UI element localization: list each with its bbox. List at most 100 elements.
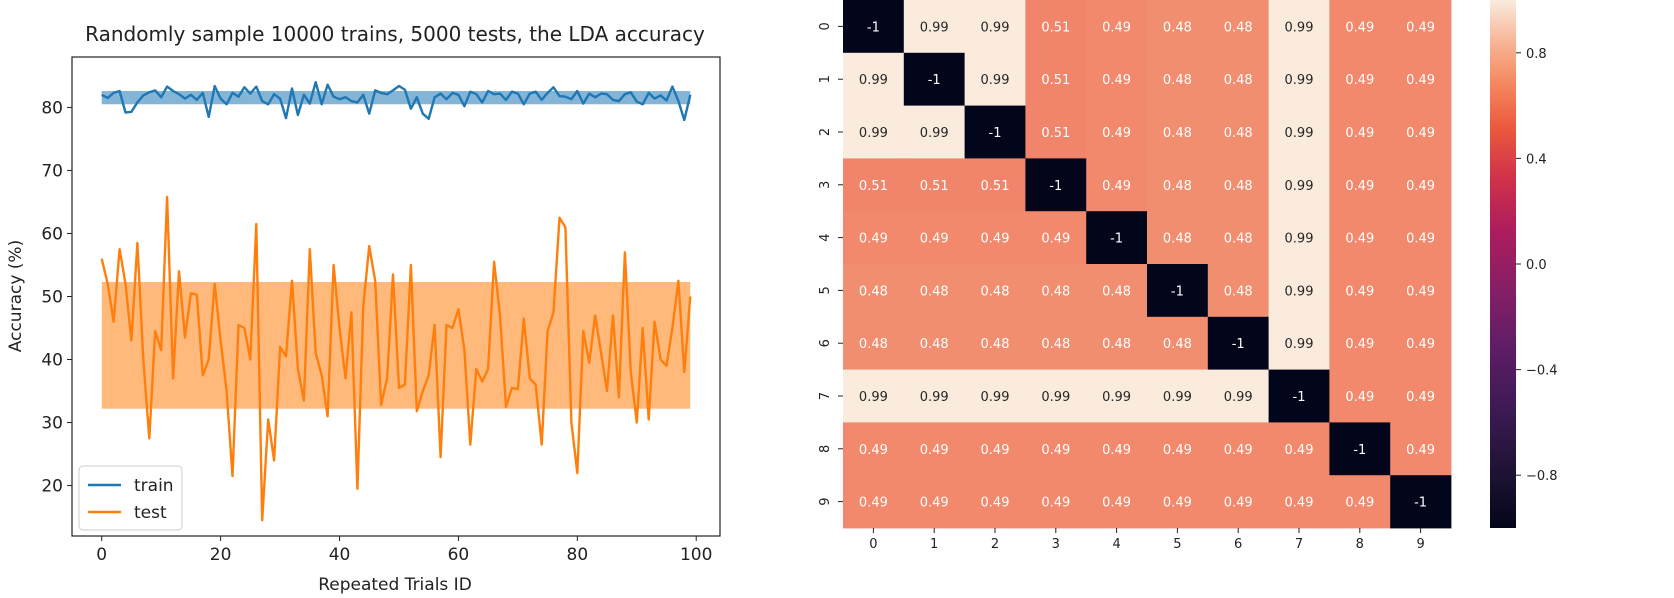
heatmap-cell — [1207, 158, 1269, 212]
heatmap-value-label: 0.49 — [1345, 337, 1374, 352]
heatmap-value-label: 0.49 — [920, 496, 949, 511]
heatmap-cell — [1025, 422, 1087, 476]
heatmap-cell — [1147, 211, 1209, 265]
colorbar-bar — [1490, 0, 1516, 528]
heatmap-cell — [1086, 316, 1148, 370]
legend-box — [78, 465, 183, 531]
heatmap-cell — [1086, 211, 1148, 265]
y-axis-label: Accuracy (%) — [6, 240, 26, 352]
heatmap-value-label: 0.49 — [1406, 73, 1435, 88]
heatmap-cell — [903, 475, 965, 529]
heatmap-cell — [1329, 369, 1391, 423]
heatmap-cell — [1268, 422, 1330, 476]
heatmap-cell — [1147, 475, 1209, 529]
heatmap-value-label: 0.48 — [1163, 20, 1192, 35]
x-axis-label: Repeated Trials ID — [318, 575, 472, 595]
heatmap-cell — [1207, 422, 1269, 476]
heatmap-y-tick-label: 6 — [818, 339, 833, 347]
heatmap-cell — [1086, 0, 1148, 54]
heatmap-value-label: 0.49 — [1345, 390, 1374, 405]
heatmap-value-label: 0.49 — [1345, 232, 1374, 247]
heatmap-value-label: 0.51 — [981, 179, 1010, 194]
x-axis: 0 20 40 60 80 100 — [96, 536, 712, 565]
x-tick-label: 100 — [680, 545, 712, 565]
heatmap-cell — [1147, 0, 1209, 54]
heatmap-value-label: 0.49 — [1102, 20, 1131, 35]
heatmap-value-label: 0.51 — [920, 179, 949, 194]
heatmap-value-label: 0.48 — [859, 284, 888, 299]
heatmap-value-label: 0.49 — [1406, 126, 1435, 141]
colorbar-tick-label: −0.8 — [1526, 469, 1558, 484]
y-tick-label: 70 — [41, 161, 63, 181]
heatmap-value-label: 0.99 — [1285, 232, 1314, 247]
heatmap-value-label: -1 — [1293, 390, 1306, 405]
heatmap-y-tick-label: 5 — [818, 286, 833, 294]
heatmap-value-label: 0.49 — [1406, 20, 1435, 35]
heatmap-y-tick-label: 2 — [818, 128, 833, 136]
band-train — [101, 91, 691, 105]
heatmap-cell — [1086, 422, 1148, 476]
heatmap-cell — [903, 264, 965, 318]
heatmap-value-label: 0.51 — [1041, 73, 1070, 88]
heatmap-cell — [1207, 0, 1269, 54]
y-tick-label: 80 — [41, 98, 63, 118]
y-tick-label: 20 — [41, 477, 63, 497]
heatmap-cell — [1025, 369, 1087, 423]
heatmap-value-label: 0.48 — [1163, 337, 1192, 352]
heatmap-value-label: 0.49 — [920, 232, 949, 247]
heatmap-value-label: 0.49 — [1406, 232, 1435, 247]
heatmap-value-label: 0.49 — [1102, 443, 1131, 458]
heatmap-cell — [843, 422, 905, 476]
heatmap-value-label: 0.49 — [1345, 179, 1374, 194]
heatmap-value-label: 0.48 — [1163, 179, 1192, 194]
colorbar-tick-label: 0.8 — [1526, 47, 1547, 62]
heatmap-y-tick-label: 0 — [818, 22, 833, 30]
heatmap-value-label: 0.99 — [1163, 390, 1192, 405]
heatmap-value-label: 0.48 — [920, 337, 949, 352]
heatmap-value-label: 0.48 — [920, 284, 949, 299]
heatmap-cell — [1086, 264, 1148, 318]
heatmap-cell — [903, 316, 965, 370]
heatmap-cell — [964, 211, 1026, 265]
heatmap-cell — [843, 52, 905, 106]
heatmap-cell — [1147, 158, 1209, 212]
legend-label-train: train — [134, 476, 174, 496]
heatmap-value-label: 0.48 — [981, 337, 1010, 352]
heatmap-value-label: 0.49 — [1102, 179, 1131, 194]
heatmap-value-label: 0.99 — [859, 73, 888, 88]
heatmap-y-tick-label: 4 — [818, 233, 833, 241]
heatmap-value-label: 0.99 — [1285, 20, 1314, 35]
heatmap-value-label: -1 — [1110, 232, 1123, 247]
heatmap-value-label: 0.99 — [981, 73, 1010, 88]
heatmap-cell — [1086, 475, 1148, 529]
heatmap-cell — [1390, 105, 1452, 159]
heatmap-value-label: 0.49 — [981, 232, 1010, 247]
heatmap-value-label: 0.99 — [859, 390, 888, 405]
heatmap-y-ticks: 0 1 2 3 4 5 6 7 8 9 — [818, 22, 843, 506]
series-line-test — [100, 195, 692, 522]
heatmap-cell — [1329, 264, 1391, 318]
heatmap-cell — [1086, 105, 1148, 159]
heatmap-value-label: 0.48 — [1163, 232, 1192, 247]
colorbar: 0.8 0.4 0.0 −0.4 −0.8 — [1490, 0, 1558, 528]
line-chart: Randomly sample 10000 trains, 5000 tests… — [6, 22, 721, 595]
heatmap-value-label: 0.51 — [859, 179, 888, 194]
heatmap-value-label: 0.49 — [1345, 126, 1374, 141]
heatmap-value-label: 0.99 — [981, 390, 1010, 405]
heatmap-cell — [903, 105, 965, 159]
heatmap-cell — [1025, 158, 1087, 212]
heatmap-value-label: 0.49 — [859, 232, 888, 247]
x-tick-label: 0 — [96, 545, 107, 565]
heatmap-value-label: -1 — [1414, 496, 1427, 511]
heatmap-cell — [1025, 52, 1087, 106]
heatmap-cell — [903, 52, 965, 106]
heatmap-value-label: 0.49 — [1224, 496, 1253, 511]
heatmap-cell — [903, 0, 965, 54]
heatmap-value-label: 0.49 — [1406, 337, 1435, 352]
heatmap-cell — [1025, 316, 1087, 370]
heatmap-cell — [1086, 369, 1148, 423]
plot-area — [100, 80, 692, 522]
heatmap-cell — [1329, 158, 1391, 212]
heatmap-cell — [1329, 316, 1391, 370]
heatmap-cell — [1207, 475, 1269, 529]
